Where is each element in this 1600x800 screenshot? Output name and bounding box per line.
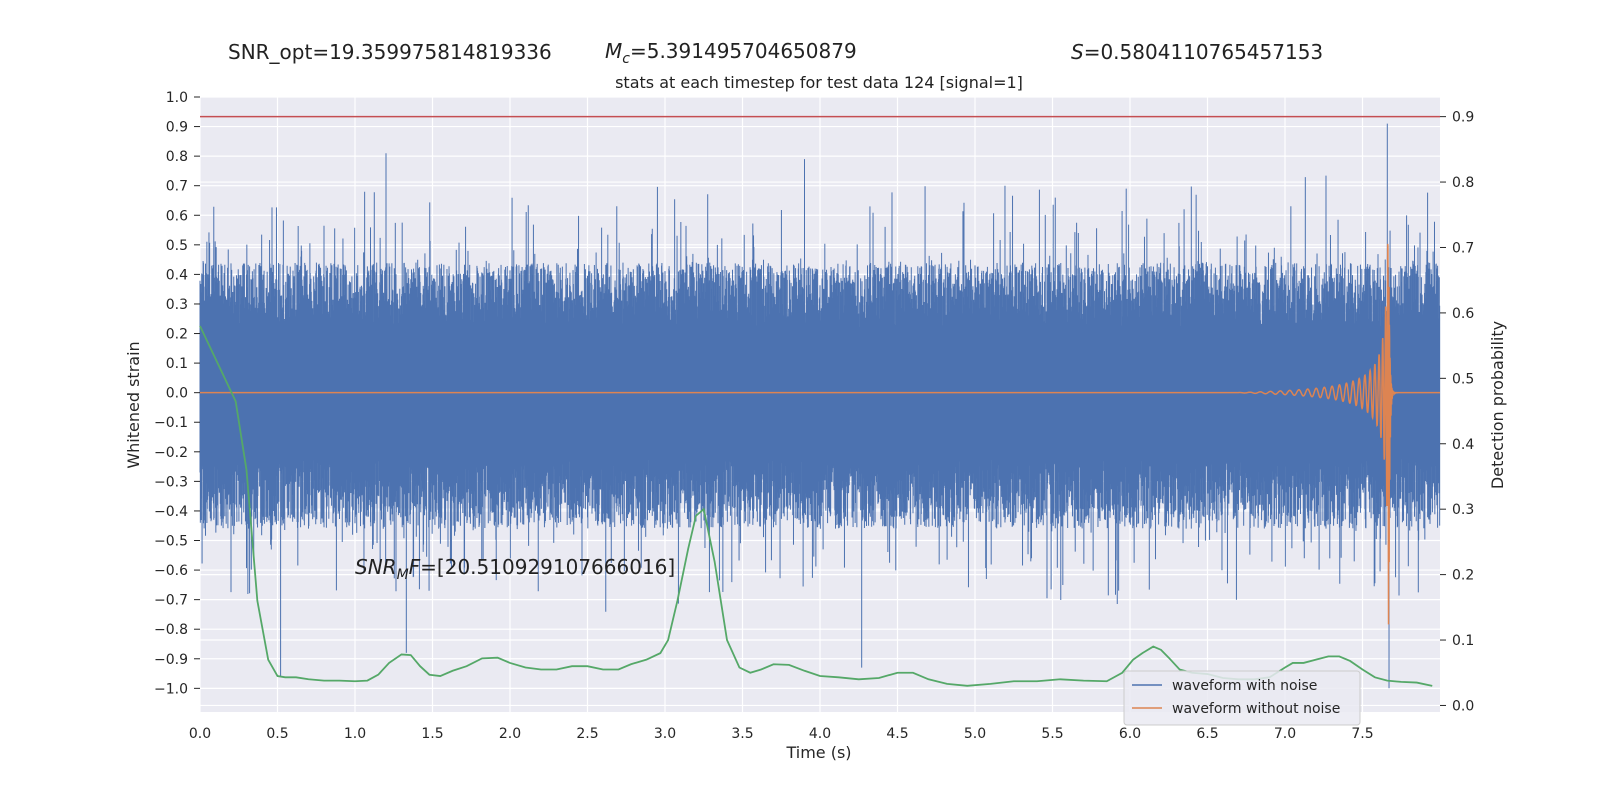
snr-mf-tail: F — [409, 555, 421, 579]
x-tick-label: 6.5 — [1196, 726, 1218, 742]
x-tick-label: 2.0 — [499, 726, 521, 742]
x-tick-label: 0.0 — [189, 726, 211, 742]
chirp-mass-value: =5.391495704650879 — [630, 39, 857, 63]
y-tick-label: 0.8 — [166, 149, 188, 165]
y-tick-label: 0.2 — [166, 327, 188, 343]
spin-text: S=0.5804110765457153 — [1071, 40, 1323, 64]
y-tick-label: 0.4 — [166, 267, 188, 283]
snr-mf-symbol: SNR — [355, 555, 397, 579]
y-tick-label: 0.0 — [166, 386, 188, 402]
legend-label-without-noise: waveform without noise — [1172, 701, 1340, 717]
spin-value: =0.5804110765457153 — [1084, 40, 1323, 64]
y-tick-label: −0.5 — [154, 534, 188, 550]
x-tick-label: 1.5 — [421, 726, 443, 742]
y-tick-label: 0.6 — [166, 208, 188, 224]
y2-tick-label: 0.1 — [1452, 633, 1474, 649]
y2-tick-label: 0.8 — [1452, 175, 1474, 191]
y-tick-label: −0.6 — [154, 563, 188, 579]
x-tick-label: 3.0 — [654, 726, 676, 742]
x-tick-label: 5.0 — [964, 726, 986, 742]
y-tick-label: −0.2 — [154, 445, 188, 461]
y2-tick-label: 0.0 — [1452, 698, 1474, 714]
series-waveform-without-noise — [200, 243, 1440, 625]
y2-tick-label: 0.5 — [1452, 371, 1474, 387]
y-tick-label: 0.3 — [166, 297, 188, 313]
legend: waveform with noise waveform without noi… — [1123, 670, 1361, 726]
chart-title: stats at each timestep for test data 124… — [615, 73, 1023, 92]
snr-mf-annotation: SNRMF=[20.510929107666016] — [355, 555, 675, 583]
spin-symbol: S — [1071, 40, 1084, 64]
y2-axis-ticks: 0.9 0.8 0.7 0.6 0.5 0.4 0.3 0.2 0.1 0.0 — [1440, 110, 1474, 714]
x-tick-label: 3.5 — [731, 726, 753, 742]
y-tick-label: −0.4 — [154, 504, 188, 520]
y2-tick-label: 0.6 — [1452, 306, 1474, 322]
y2-tick-label: 0.9 — [1452, 110, 1474, 126]
legend-label-with-noise: waveform with noise — [1172, 678, 1317, 694]
x-tick-label: 7.5 — [1351, 726, 1373, 742]
x-tick-label: 5.5 — [1041, 726, 1063, 742]
y2-tick-label: 0.7 — [1452, 240, 1474, 256]
y-tick-label: 0.9 — [166, 120, 188, 136]
y-tick-label: 1.0 — [166, 90, 188, 106]
y2-tick-label: 0.4 — [1452, 437, 1474, 453]
x-tick-label: 6.0 — [1119, 726, 1141, 742]
x-axis-label: Time (s) — [785, 743, 851, 762]
x-tick-label: 1.0 — [344, 726, 366, 742]
y-tick-label: −0.9 — [154, 652, 188, 668]
noise-trace — [199, 123, 1441, 689]
y-tick-label: −0.8 — [154, 622, 188, 638]
y-tick-label: 0.1 — [166, 356, 188, 372]
snr-mf-subscript: M — [397, 567, 409, 583]
y-tick-label: −0.7 — [154, 593, 188, 609]
chirp-mass-subscript: c — [622, 51, 630, 67]
x-tick-label: 2.5 — [576, 726, 598, 742]
y-tick-label: −1.0 — [154, 681, 188, 697]
x-tick-label: 4.5 — [886, 726, 908, 742]
y2-axis-label: Detection probability — [1488, 321, 1507, 489]
snr-opt-text: SNR_opt=19.359975814819336 — [228, 40, 552, 64]
y-tick-label: 0.7 — [166, 179, 188, 195]
snr-mf-value: =[20.510929107666016] — [420, 555, 675, 579]
chirp-mass-symbol: M — [605, 39, 622, 63]
x-tick-label: 4.0 — [809, 726, 831, 742]
y-axis-ticks: 1.0 0.9 0.8 0.7 0.6 0.5 0.4 0.3 0.2 0.1 0.0 −0.1 −0.… — [154, 90, 200, 697]
y-tick-label: −0.1 — [154, 415, 188, 431]
x-tick-label: 0.5 — [266, 726, 288, 742]
y2-tick-label: 0.2 — [1452, 568, 1474, 584]
y-tick-label: −0.3 — [154, 474, 188, 490]
clean-trace — [200, 243, 1440, 625]
y2-tick-label: 0.3 — [1452, 502, 1474, 518]
y-axis-label: Whitened strain — [124, 341, 143, 468]
legend-box — [1123, 670, 1361, 726]
x-tick-label: 7.0 — [1274, 726, 1296, 742]
x-axis-ticks: 0.0 0.5 1.0 1.5 2.0 2.5 3.0 3.5 4.0 4.5 5.0 5.5 6.0 6… — [189, 726, 1374, 742]
chirp-mass-text: Mc=5.391495704650879 — [605, 39, 857, 67]
y-tick-label: 0.5 — [166, 238, 188, 254]
